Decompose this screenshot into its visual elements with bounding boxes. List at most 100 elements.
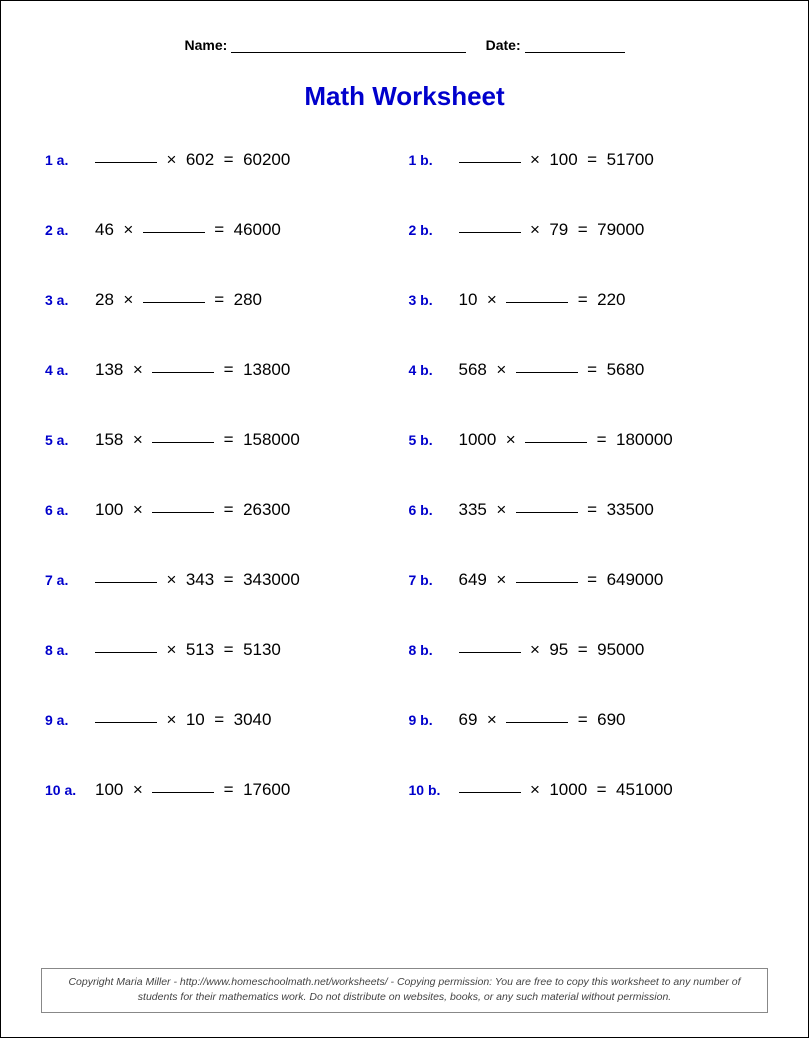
problem-row: 6 a.100 × = 26300 (45, 500, 401, 520)
problem-label: 8 a. (45, 642, 95, 658)
problem-row: 5 b.1000 × = 180000 (409, 430, 765, 450)
equals-sign: = (224, 570, 234, 589)
problem-label: 1 a. (45, 152, 95, 168)
equals-sign: = (224, 500, 234, 519)
operand-right: 1000 (549, 780, 587, 799)
problem-row: 7 a. × 343 = 343000 (45, 570, 401, 590)
problem-row: 1 a. × 602 = 60200 (45, 150, 401, 170)
equals-sign: = (587, 360, 597, 379)
answer-blank[interactable] (143, 289, 205, 303)
problem-row: 2 b. × 79 = 79000 (409, 220, 765, 240)
problem-label: 6 b. (409, 502, 459, 518)
operand-right: 602 (186, 150, 214, 169)
operand-left: 100 (95, 500, 123, 519)
operand-left: 100 (95, 780, 123, 799)
equals-sign: = (224, 640, 234, 659)
problem-row: 9 b.69 × = 690 (409, 710, 765, 730)
problem-row: 10 a.100 × = 17600 (45, 780, 401, 800)
answer-blank[interactable] (525, 429, 587, 443)
result: 5130 (243, 640, 281, 659)
problem-expression: × 79 = 79000 (459, 220, 645, 240)
date-blank[interactable] (525, 39, 625, 53)
operator: × (133, 780, 143, 799)
problem-label: 5 a. (45, 432, 95, 448)
operator: × (133, 500, 143, 519)
answer-blank[interactable] (152, 779, 214, 793)
operand-right: 79 (549, 220, 568, 239)
problem-row: 8 a. × 513 = 5130 (45, 640, 401, 660)
operator: × (166, 710, 176, 729)
operator: × (496, 570, 506, 589)
answer-blank[interactable] (516, 569, 578, 583)
operator: × (530, 640, 540, 659)
answer-blank[interactable] (459, 219, 521, 233)
answer-blank[interactable] (95, 149, 157, 163)
problem-label: 7 b. (409, 572, 459, 588)
answer-blank[interactable] (459, 149, 521, 163)
operator: × (166, 150, 176, 169)
problem-label: 7 a. (45, 572, 95, 588)
problem-label: 3 b. (409, 292, 459, 308)
problem-label: 3 a. (45, 292, 95, 308)
result: 33500 (607, 500, 654, 519)
equals-sign: = (224, 430, 234, 449)
copyright-footer: Copyright Maria Miller - http://www.home… (41, 968, 768, 1014)
problem-label: 10 b. (409, 782, 459, 798)
operand-left: 10 (459, 290, 478, 309)
operator: × (496, 500, 506, 519)
equals-sign: = (587, 150, 597, 169)
problem-expression: 69 × = 690 (459, 710, 626, 730)
problem-row: 4 b.568 × = 5680 (409, 360, 765, 380)
date-label: Date: (486, 37, 521, 53)
operand-left: 158 (95, 430, 123, 449)
operator: × (530, 220, 540, 239)
equals-sign: = (224, 360, 234, 379)
answer-blank[interactable] (152, 429, 214, 443)
problem-expression: × 95 = 95000 (459, 640, 645, 660)
answer-blank[interactable] (143, 219, 205, 233)
problem-row: 3 a.28 × = 280 (45, 290, 401, 310)
problem-expression: × 513 = 5130 (95, 640, 281, 660)
result: 17600 (243, 780, 290, 799)
equals-sign: = (214, 290, 224, 309)
operand-left: 138 (95, 360, 123, 379)
answer-blank[interactable] (459, 779, 521, 793)
answer-blank[interactable] (95, 709, 157, 723)
problem-row: 10 b. × 1000 = 451000 (409, 780, 765, 800)
problem-row: 2 a.46 × = 46000 (45, 220, 401, 240)
equals-sign: = (214, 220, 224, 239)
operand-right: 343 (186, 570, 214, 589)
answer-blank[interactable] (506, 289, 568, 303)
operand-left: 46 (95, 220, 114, 239)
answer-blank[interactable] (516, 359, 578, 373)
answer-blank[interactable] (95, 569, 157, 583)
problem-expression: 335 × = 33500 (459, 500, 654, 520)
answer-blank[interactable] (152, 359, 214, 373)
operator: × (487, 290, 497, 309)
operator: × (166, 570, 176, 589)
answer-blank[interactable] (516, 499, 578, 513)
problem-label: 10 a. (45, 782, 95, 798)
problem-expression: × 10 = 3040 (95, 710, 271, 730)
operator: × (496, 360, 506, 379)
answer-blank[interactable] (95, 639, 157, 653)
equals-sign: = (578, 220, 588, 239)
equals-sign: = (587, 500, 597, 519)
equals-sign: = (578, 710, 588, 729)
name-blank[interactable] (231, 39, 466, 53)
answer-blank[interactable] (152, 499, 214, 513)
result: 3040 (234, 710, 272, 729)
problem-label: 4 b. (409, 362, 459, 378)
result: 343000 (243, 570, 300, 589)
problem-label: 2 b. (409, 222, 459, 238)
problem-expression: 649 × = 649000 (459, 570, 664, 590)
problem-row: 9 a. × 10 = 3040 (45, 710, 401, 730)
problem-expression: × 1000 = 451000 (459, 780, 673, 800)
operator: × (530, 150, 540, 169)
answer-blank[interactable] (506, 709, 568, 723)
operator: × (506, 430, 516, 449)
problem-row: 6 b.335 × = 33500 (409, 500, 765, 520)
answer-blank[interactable] (459, 639, 521, 653)
operand-left: 69 (459, 710, 478, 729)
worksheet-page: Name: Date: Math Worksheet 1 a. × 602 = … (0, 0, 809, 1038)
